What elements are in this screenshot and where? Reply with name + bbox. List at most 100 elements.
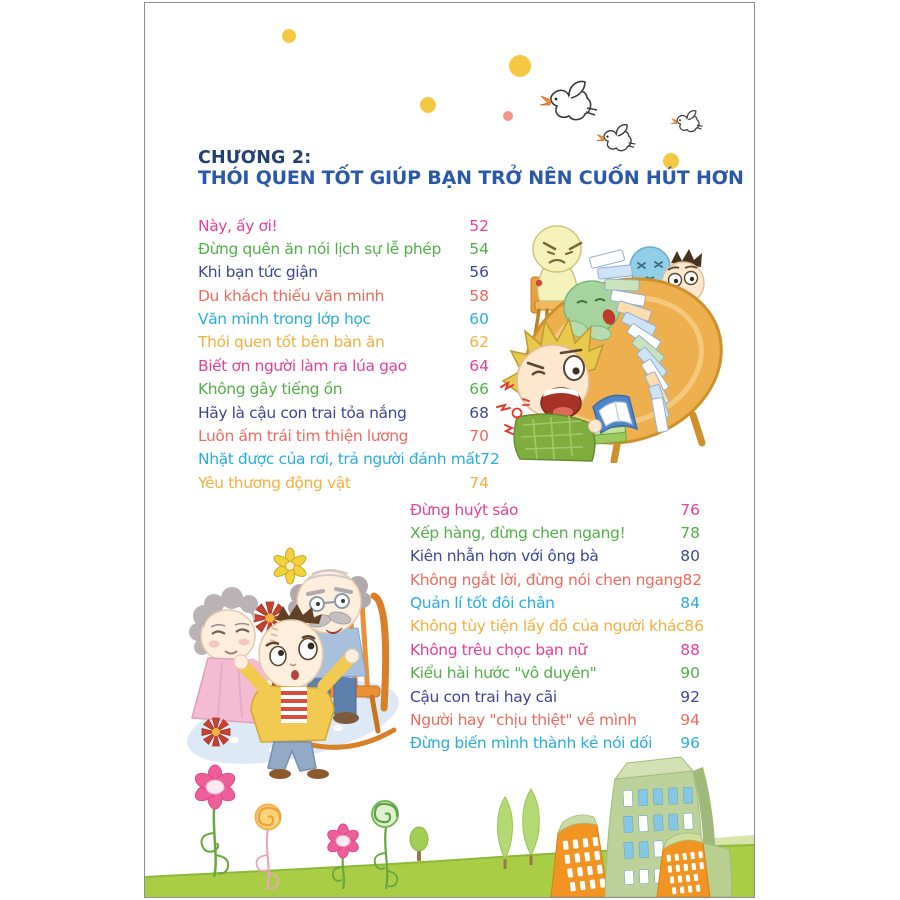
toc-entry-title: Yêu thương động vật bbox=[198, 473, 351, 492]
lollipop-plant bbox=[371, 800, 399, 890]
flower bbox=[327, 823, 359, 890]
toc-entry-title: Khi bạn tức giận bbox=[198, 263, 318, 282]
toc-entry-title: Không trêu chọc bạn nữ bbox=[410, 640, 587, 659]
toc-entry-page: 74 bbox=[469, 473, 489, 492]
toc-entry-page: 64 bbox=[469, 356, 489, 375]
toc-entry: Kiên nhẫn hơn với ông bà 80 bbox=[410, 545, 700, 568]
toc-entry-title: Không ngắt lời, đừng nói chen ngang bbox=[410, 570, 683, 589]
toc-entry-page: 90 bbox=[680, 664, 700, 683]
toc-entry: Này, ấy ơi! 52 bbox=[198, 214, 489, 237]
toc-entry-page: 52 bbox=[469, 216, 489, 235]
toc-entry: Kiểu hài hước "vô duyên" 90 bbox=[410, 662, 700, 685]
toc-entry-page: 66 bbox=[469, 380, 489, 399]
toc-entry-page: 70 bbox=[469, 426, 489, 445]
toc-entry-page: 68 bbox=[469, 403, 489, 422]
yell-marks bbox=[496, 380, 530, 435]
yellow-dot bbox=[420, 97, 436, 113]
toc-entry: Người hay "chịu thiệt" về mình 94 bbox=[410, 708, 700, 731]
toc-entry: Hãy là cậu con trai tỏa nắng 68 bbox=[198, 401, 489, 424]
toc-entry: Cậu con trai hay cãi 92 bbox=[410, 685, 700, 708]
toc-left-column: Này, ấy ơi! 52 Đừng quên ăn nói lịch sự lễ… bbox=[198, 214, 500, 494]
red-flower bbox=[201, 717, 231, 747]
book-page: CHƯƠNG 2: THÓI QUEN TỐT GIÚP BẠN TRỞ NÊN… bbox=[144, 2, 755, 898]
toc-entry-title: Này, ấy ơi! bbox=[198, 216, 278, 235]
toc-entry-title: Văn minh trong lớp học bbox=[198, 310, 371, 329]
bird-icon bbox=[539, 80, 598, 121]
yellow-kid bbox=[532, 225, 583, 302]
toc-entry-title: Kiên nhẫn hơn với ông bà bbox=[410, 547, 599, 566]
sky-decorations bbox=[282, 29, 703, 169]
toc-entry-page: 72 bbox=[480, 450, 500, 469]
toc-entry: Không trêu chọc bạn nữ 88 bbox=[410, 638, 700, 661]
toc-entry-page: 58 bbox=[469, 286, 489, 305]
toc-entry: Thói quen tốt bên bàn ăn 62 bbox=[198, 331, 489, 354]
toc-entry-page: 78 bbox=[680, 524, 700, 543]
toc-entry-page: 54 bbox=[469, 240, 489, 259]
toc-entry: Khi bạn tức giận 56 bbox=[198, 261, 489, 284]
toc-entry: Không tùy tiện lấy đồ của người khác 86 bbox=[410, 615, 704, 638]
toc-entry-page: 84 bbox=[680, 594, 700, 613]
toc-entry-page: 80 bbox=[680, 547, 700, 566]
toc-entry-page: 62 bbox=[469, 333, 489, 352]
toc-entry-title: Đừng quên ăn nói lịch sự lễ phép bbox=[198, 240, 441, 259]
toc-entry-title: Hãy là cậu con trai tỏa nắng bbox=[198, 403, 407, 422]
building bbox=[656, 832, 733, 897]
chapter-title: THÓI QUEN TỐT GIÚP BẠN TRỞ NÊN CUỐN HÚT … bbox=[198, 167, 744, 189]
falling-books bbox=[589, 249, 670, 433]
boy bbox=[233, 604, 360, 779]
bird-icon bbox=[671, 110, 703, 133]
toc-entry: Đừng huýt sáo 76 bbox=[410, 498, 700, 521]
toc-entry-title: Đừng biến mình thành kẻ nói dối bbox=[410, 734, 653, 753]
toc-entry-title: Nhặt được của rơi, trả người đánh mất bbox=[198, 450, 481, 469]
yellow-dot bbox=[509, 55, 531, 77]
toc-entry: Nhặt được của rơi, trả người đánh mất 72 bbox=[198, 448, 500, 471]
toc-entry: Biết ơn người làm ra lúa gạo 64 bbox=[198, 354, 489, 377]
toc-entry-page: 96 bbox=[680, 734, 700, 753]
toc-entry-page: 88 bbox=[680, 640, 700, 659]
toc-entry: Đừng biến mình thành kẻ nói dối 96 bbox=[410, 732, 700, 755]
pink-dot bbox=[503, 111, 513, 121]
toc-right-column: Đừng huýt sáo 76 Xếp hàng, đừng chen ngang… bbox=[410, 498, 704, 755]
toc-entry-title: Quản lí tốt đôi chân bbox=[410, 594, 555, 613]
chapter-label: CHƯƠNG 2: bbox=[198, 148, 312, 168]
toc-entry-page: 56 bbox=[469, 263, 489, 282]
building bbox=[550, 814, 609, 897]
yellow-dot bbox=[282, 29, 296, 43]
toc-entry-title: Xếp hàng, đừng chen ngang! bbox=[410, 524, 626, 543]
toc-entry-page: 76 bbox=[680, 500, 700, 519]
flower bbox=[194, 764, 236, 878]
toc-entry-title: Người hay "chịu thiệt" về mình bbox=[410, 710, 637, 729]
classroom-illustration bbox=[496, 225, 723, 463]
toc-entry-title: Luôn ấm trái tim thiện lương bbox=[198, 426, 409, 445]
family-illustration bbox=[187, 547, 399, 779]
toc-entry-title: Kiểu hài hước "vô duyên" bbox=[410, 664, 597, 683]
toc-entry-title: Cậu con trai hay cãi bbox=[410, 687, 557, 706]
toc-entry-page: 60 bbox=[469, 310, 489, 329]
toc-entry-page: 92 bbox=[680, 687, 700, 706]
toc-entry-title: Không gây tiếng ồn bbox=[198, 380, 343, 399]
cypress-tree bbox=[497, 796, 513, 869]
yellow-flower bbox=[273, 547, 307, 585]
cypress-tree bbox=[522, 788, 540, 865]
toc-entry: Xếp hàng, đừng chen ngang! 78 bbox=[410, 521, 700, 544]
toc-entry-title: Đừng huýt sáo bbox=[410, 500, 519, 519]
bird-icon bbox=[596, 124, 636, 152]
toc-entry-title: Biết ơn người làm ra lúa gạo bbox=[198, 356, 407, 375]
toc-entry-title: Thói quen tốt bên bàn ăn bbox=[198, 333, 385, 352]
yellow-dot bbox=[663, 153, 679, 169]
toc-entry-title: Không tùy tiện lấy đồ của người khác bbox=[410, 617, 685, 636]
toc-entry: Không gây tiếng ồn 66 bbox=[198, 378, 489, 401]
toc-entry-page: 82 bbox=[682, 570, 703, 589]
toc-entry: Không ngắt lời, đừng nói chen ngang 82 bbox=[410, 568, 703, 591]
toc-entry-page: 94 bbox=[680, 710, 700, 729]
toc-entry: Du khách thiếu văn minh 58 bbox=[198, 284, 489, 307]
yelling-boy bbox=[501, 316, 639, 462]
green-kid bbox=[563, 280, 621, 341]
toc-entry: Đừng quên ăn nói lịch sự lễ phép 54 bbox=[198, 237, 489, 260]
footer-scene bbox=[145, 756, 754, 897]
lollipop-plant bbox=[254, 803, 282, 890]
toc-entry: Luôn ấm trái tim thiện lương 70 bbox=[198, 424, 489, 447]
toc-entry: Yêu thương động vật 74 bbox=[198, 471, 489, 494]
toc-entry-title: Du khách thiếu văn minh bbox=[198, 286, 385, 305]
toc-entry: Quản lí tốt đôi chân 84 bbox=[410, 591, 700, 614]
